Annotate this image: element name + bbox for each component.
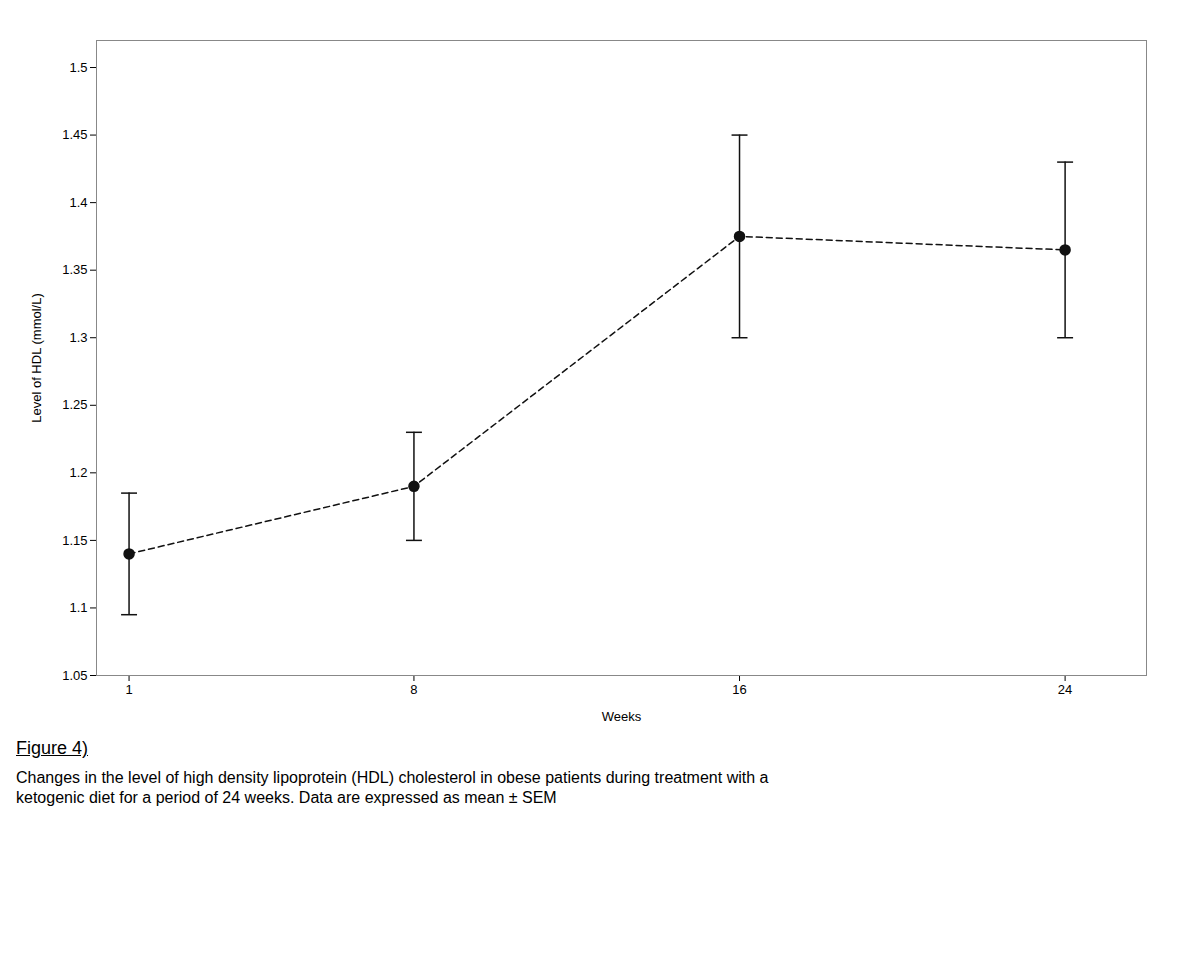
svg-text:1.15: 1.15 bbox=[62, 533, 87, 548]
html-text:ketogenic diet for a period of: ketogenic diet for a period of 24 weeks.… bbox=[16, 789, 557, 806]
svg-text:Level of HDL (mmol/L): Level of HDL (mmol/L) bbox=[29, 293, 44, 423]
svg-text:1.3: 1.3 bbox=[69, 330, 87, 345]
svg-text:1.45: 1.45 bbox=[62, 127, 87, 142]
svg-text:16: 16 bbox=[732, 682, 746, 697]
svg-text:24: 24 bbox=[1058, 682, 1072, 697]
svg-text:1.1: 1.1 bbox=[69, 600, 87, 615]
svg-text:1: 1 bbox=[125, 682, 132, 697]
svg-text:1.35: 1.35 bbox=[62, 262, 87, 277]
svg-text:8: 8 bbox=[410, 682, 417, 697]
svg-text:1.4: 1.4 bbox=[69, 195, 87, 210]
svg-text:1.2: 1.2 bbox=[69, 465, 87, 480]
svg-text:Weeks: Weeks bbox=[602, 709, 642, 724]
html-text:Changes in the level of high d: Changes in the level of high density lip… bbox=[16, 769, 769, 786]
svg-text:1.05: 1.05 bbox=[62, 668, 87, 683]
svg-text:1.25: 1.25 bbox=[62, 397, 87, 412]
html-text:Figure 4): Figure 4) bbox=[16, 738, 88, 758]
svg-text:1.5: 1.5 bbox=[69, 60, 87, 75]
